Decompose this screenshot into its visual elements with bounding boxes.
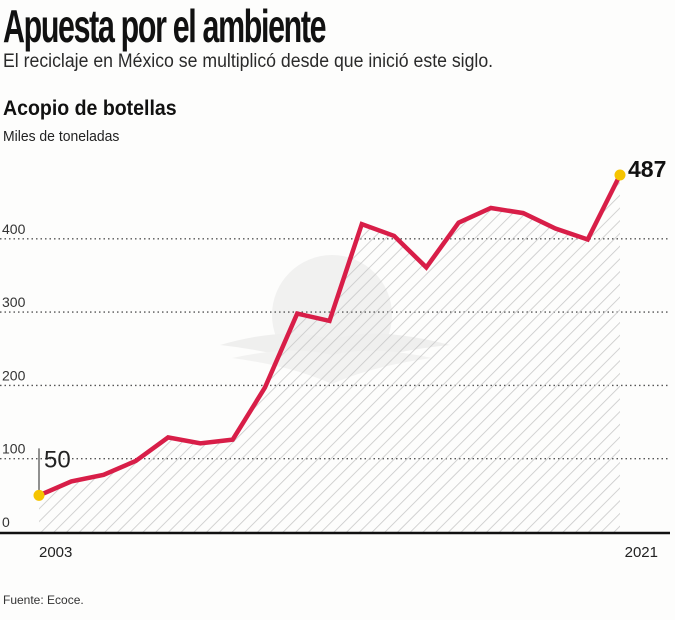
y-axis-ticks: 0 100 200 300 400	[2, 221, 26, 530]
source-note: Fuente: Ecoce.	[3, 593, 84, 607]
y-tick-label: 300	[2, 294, 26, 310]
y-tick-label: 400	[2, 221, 26, 237]
area-fill	[39, 175, 620, 532]
y-tick-label: 100	[2, 441, 26, 457]
x-axis-ticks: 2003 2021	[39, 544, 658, 561]
end-value-label: 487	[628, 156, 666, 182]
x-tick-label-last: 2021	[625, 544, 658, 561]
x-tick-label-first: 2003	[39, 544, 72, 561]
chart-unit-label: Miles de toneladas	[3, 128, 120, 145]
page-subtitle: El reciclaje en México se multiplicó des…	[3, 51, 494, 72]
page-title: Apuesta por el ambiente	[3, 0, 327, 52]
start-point-marker	[33, 489, 45, 501]
chart-title: Acopio de botellas	[3, 97, 177, 120]
start-value-label: 50	[44, 446, 71, 473]
annotations: 50 487	[33, 156, 666, 501]
y-tick-label: 200	[2, 367, 26, 383]
y-tick-label: 0	[2, 514, 10, 530]
series-line	[36, 172, 623, 498]
end-point-marker	[614, 169, 626, 181]
